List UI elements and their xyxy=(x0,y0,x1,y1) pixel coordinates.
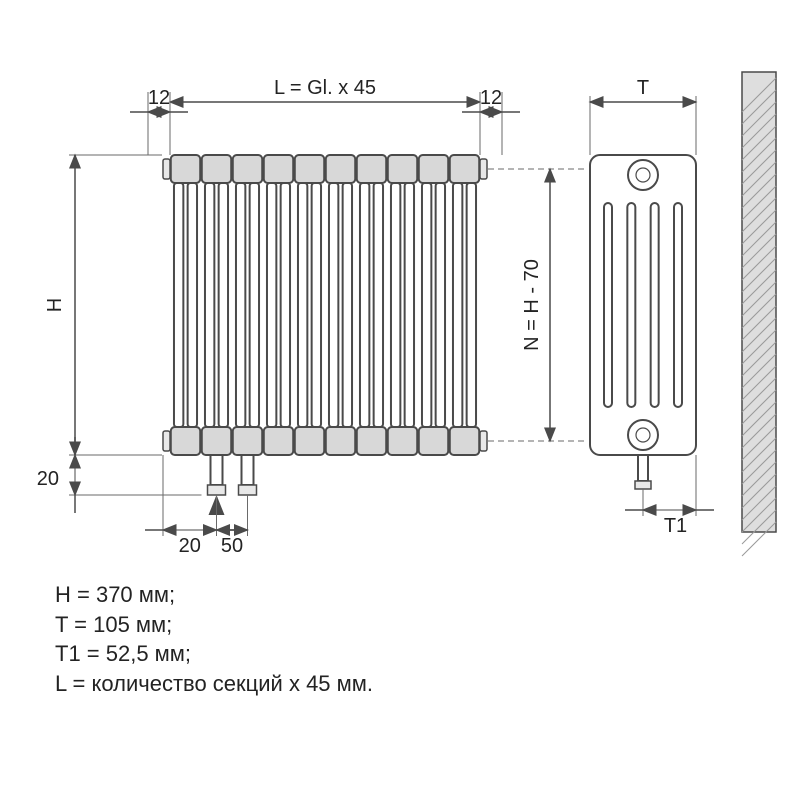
svg-text:50: 50 xyxy=(221,535,243,557)
svg-text:20: 20 xyxy=(37,468,59,490)
spec-text-block: H = 370 мм; T = 105 мм; T1 = 52,5 мм; L … xyxy=(55,580,373,699)
svg-text:T: T xyxy=(637,77,649,99)
svg-text:L = Gl. x 45: L = Gl. x 45 xyxy=(274,77,376,99)
spec-T: T = 105 мм; xyxy=(55,610,373,640)
svg-text:H: H xyxy=(44,298,66,312)
spec-L: L = количество секций х 45 мм. xyxy=(55,669,373,699)
svg-text:12: 12 xyxy=(480,87,502,109)
svg-text:12: 12 xyxy=(148,87,170,109)
spec-T1: T1 = 52,5 мм; xyxy=(55,639,373,669)
svg-text:N = H - 70: N = H - 70 xyxy=(521,259,543,351)
spec-H: H = 370 мм; xyxy=(55,580,373,610)
svg-text:T1: T1 xyxy=(664,515,687,537)
svg-text:20: 20 xyxy=(179,535,201,557)
